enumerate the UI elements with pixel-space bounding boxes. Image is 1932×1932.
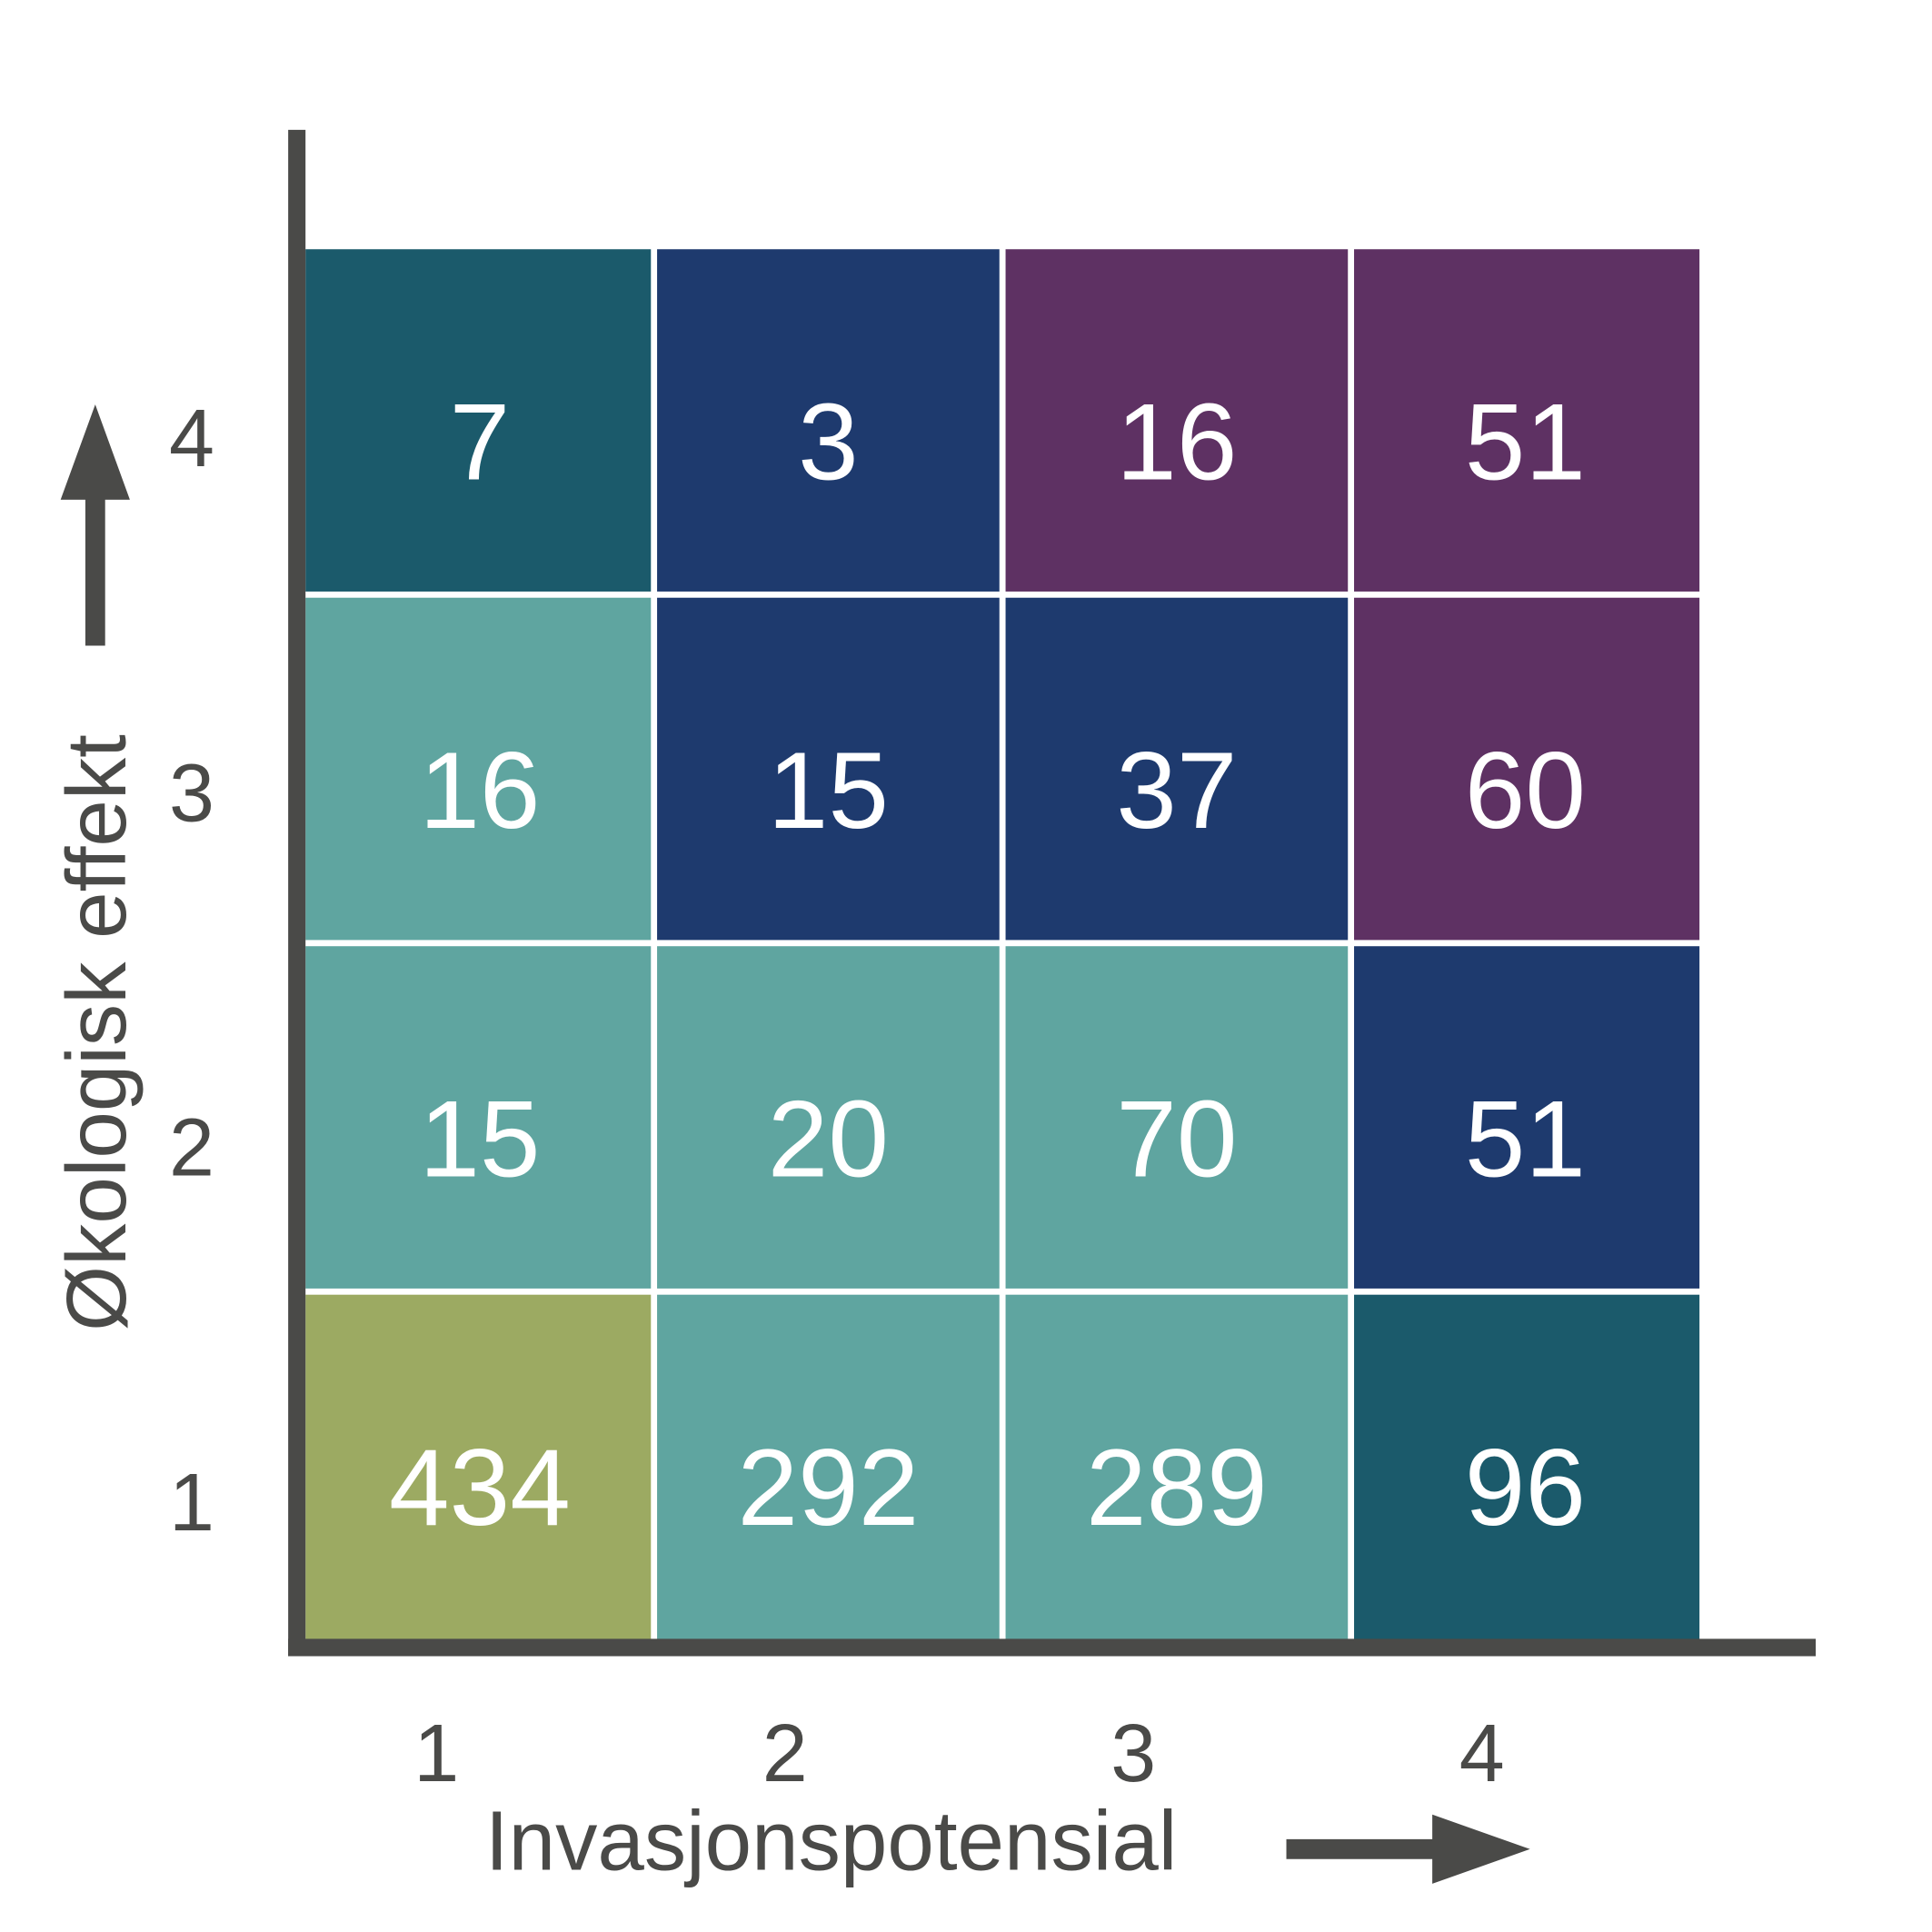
cell (657, 249, 1000, 592)
cell-value: 20 (768, 1080, 889, 1200)
cell (1005, 597, 1349, 941)
x-tick-label: 1 (413, 1708, 459, 1799)
cell-value: 7 (450, 383, 511, 503)
y-tick-label: 4 (169, 393, 214, 484)
x-axis-title: Invasjonspotensial (485, 1793, 1177, 1887)
cell (305, 597, 652, 941)
cell (1354, 249, 1700, 592)
cells: 434 292 289 96 15 20 70 51 16 15 37 60 7 3 16 51 (305, 249, 1700, 1640)
cell-value: 434 (389, 1428, 571, 1549)
cell-value: 60 (1465, 731, 1586, 851)
cell (1354, 1294, 1700, 1640)
x-tick-label: 3 (1110, 1708, 1156, 1799)
cell-value: 51 (1465, 383, 1586, 503)
cell-value: 16 (1116, 383, 1237, 503)
cell-value: 15 (768, 731, 889, 851)
cell (1005, 249, 1349, 592)
cell-value: 292 (737, 1428, 919, 1549)
cell (1354, 946, 1700, 1289)
cell (1005, 946, 1349, 1289)
cell (305, 946, 652, 1289)
cell (657, 1294, 1000, 1640)
cell (657, 946, 1000, 1289)
y-tick-label: 1 (169, 1458, 214, 1549)
x-arrow-head (1432, 1814, 1530, 1884)
x-tick-label: 4 (1459, 1708, 1505, 1799)
cell-value: 37 (1116, 731, 1237, 851)
cell (305, 249, 652, 592)
cell (305, 1294, 652, 1640)
cell (1354, 597, 1700, 941)
x-tick-label: 2 (762, 1708, 808, 1799)
cell-value: 96 (1465, 1428, 1586, 1549)
y-tick-label: 2 (169, 1103, 214, 1194)
y-axis-title: Økologisk effekt (49, 734, 144, 1331)
cell-value: 16 (419, 731, 540, 851)
cell-value: 15 (419, 1080, 540, 1200)
cell (1005, 1294, 1349, 1640)
cell-value: 70 (1116, 1080, 1237, 1200)
cell (657, 597, 1000, 941)
y-tick-label: 3 (169, 748, 214, 839)
cell-value: 51 (1465, 1080, 1586, 1200)
y-arrow-head (60, 404, 130, 500)
cell-value: 3 (798, 383, 859, 503)
cell-value: 289 (1086, 1428, 1268, 1549)
